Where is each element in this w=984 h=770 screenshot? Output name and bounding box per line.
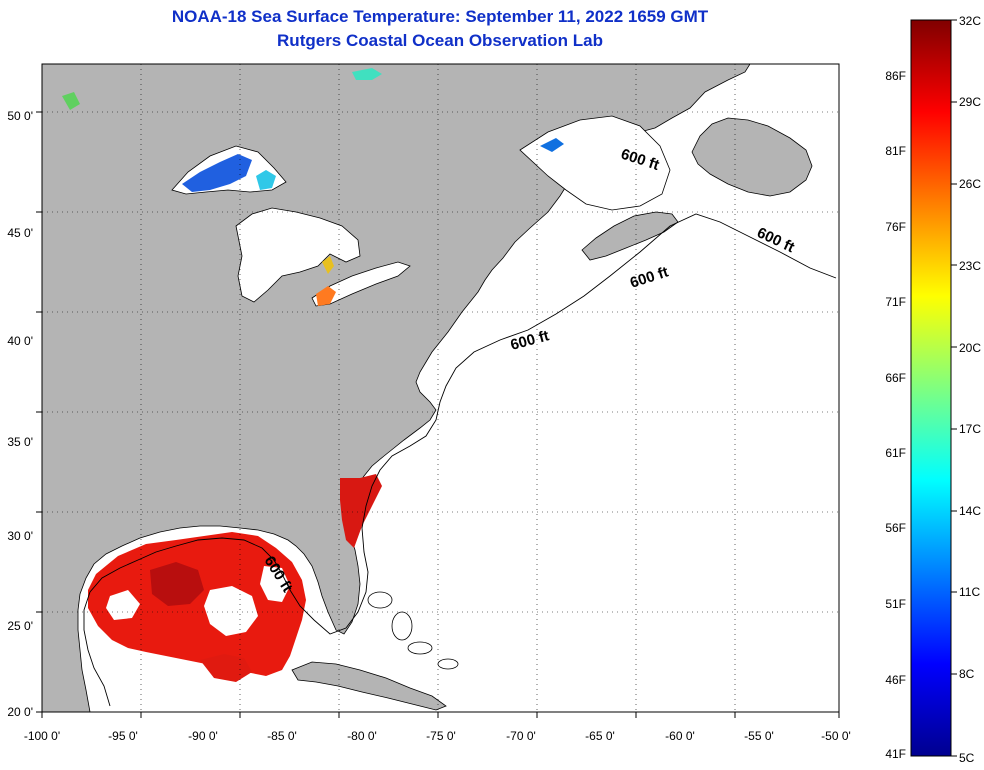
axis-ticks: [36, 111, 840, 718]
celsius-label: 5C: [959, 751, 975, 765]
celsius-label: 11C: [959, 585, 980, 599]
longitude-labels: -100 0' -95 0' -90 0' -85 0' -80 0' -75 …: [24, 729, 851, 743]
fahrenheit-label: 56F: [885, 521, 906, 535]
lat-tick-label: 50 0': [7, 109, 33, 123]
lat-tick-label: 45 0': [7, 226, 33, 240]
lon-tick-label: -100 0': [24, 729, 60, 743]
lat-tick-label: 25 0': [7, 619, 33, 633]
fahrenheit-label: 81F: [885, 144, 906, 158]
sst-data-patches: [62, 68, 564, 682]
fahrenheit-label: 46F: [885, 673, 906, 687]
fahrenheit-label: 51F: [885, 597, 906, 611]
celsius-label: 32C: [959, 14, 981, 28]
colorbar-fahrenheit-labels: 86F 81F 76F 71F 66F 61F 56F 51F 46F 41F: [885, 69, 906, 761]
lon-tick-label: -90 0': [188, 729, 218, 743]
bahamas-islands: [367, 591, 459, 670]
latitude-labels: 20 0' 25 0' 30 0' 35 0' 40 0' 45 0' 50 0…: [7, 109, 33, 719]
map-title: NOAA-18 Sea Surface Temperature: Septemb…: [171, 7, 709, 26]
lat-tick-label: 20 0': [7, 705, 33, 719]
celsius-label: 29C: [959, 95, 981, 109]
celsius-label: 23C: [959, 259, 981, 273]
lon-tick-label: -70 0': [506, 729, 536, 743]
lon-tick-label: -60 0': [665, 729, 695, 743]
fahrenheit-label: 41F: [885, 747, 906, 761]
depth-contour-600ft: [83, 213, 837, 707]
colorbar-ticks: [951, 19, 957, 757]
lat-tick-label: 35 0': [7, 435, 33, 449]
map-frame: [41, 63, 840, 713]
fahrenheit-label: 71F: [885, 295, 906, 309]
lon-tick-label: -80 0': [347, 729, 377, 743]
celsius-label: 14C: [959, 504, 981, 518]
lat-tick-label: 40 0': [7, 334, 33, 348]
map-subtitle: Rutgers Coastal Ocean Observation Lab: [277, 31, 603, 50]
land-cuba: [291, 661, 447, 711]
lon-tick-label: -65 0': [585, 729, 615, 743]
lake-michigan-huron: [235, 207, 361, 303]
land-newfoundland: [691, 117, 813, 197]
lon-tick-label: -55 0': [744, 729, 774, 743]
graticule-grid: [42, 64, 839, 712]
lon-tick-label: -95 0': [108, 729, 138, 743]
lon-tick-label: -75 0': [426, 729, 456, 743]
fahrenheit-label: 76F: [885, 220, 906, 234]
lat-tick-label: 30 0': [7, 529, 33, 543]
fahrenheit-label: 86F: [885, 69, 906, 83]
land-north-america: [42, 64, 751, 712]
celsius-label: 26C: [959, 177, 981, 191]
celsius-label: 17C: [959, 422, 981, 436]
fahrenheit-label: 66F: [885, 371, 906, 385]
celsius-label: 20C: [959, 341, 981, 355]
lon-tick-label: -50 0': [821, 729, 851, 743]
lon-tick-label: -85 0': [267, 729, 297, 743]
colorbar: [910, 19, 952, 757]
fahrenheit-label: 61F: [885, 446, 906, 460]
celsius-label: 8C: [959, 667, 975, 681]
colorbar-celsius-labels: 32C 29C 26C 23C 20C 17C 14C 11C 8C 5C: [959, 14, 981, 765]
